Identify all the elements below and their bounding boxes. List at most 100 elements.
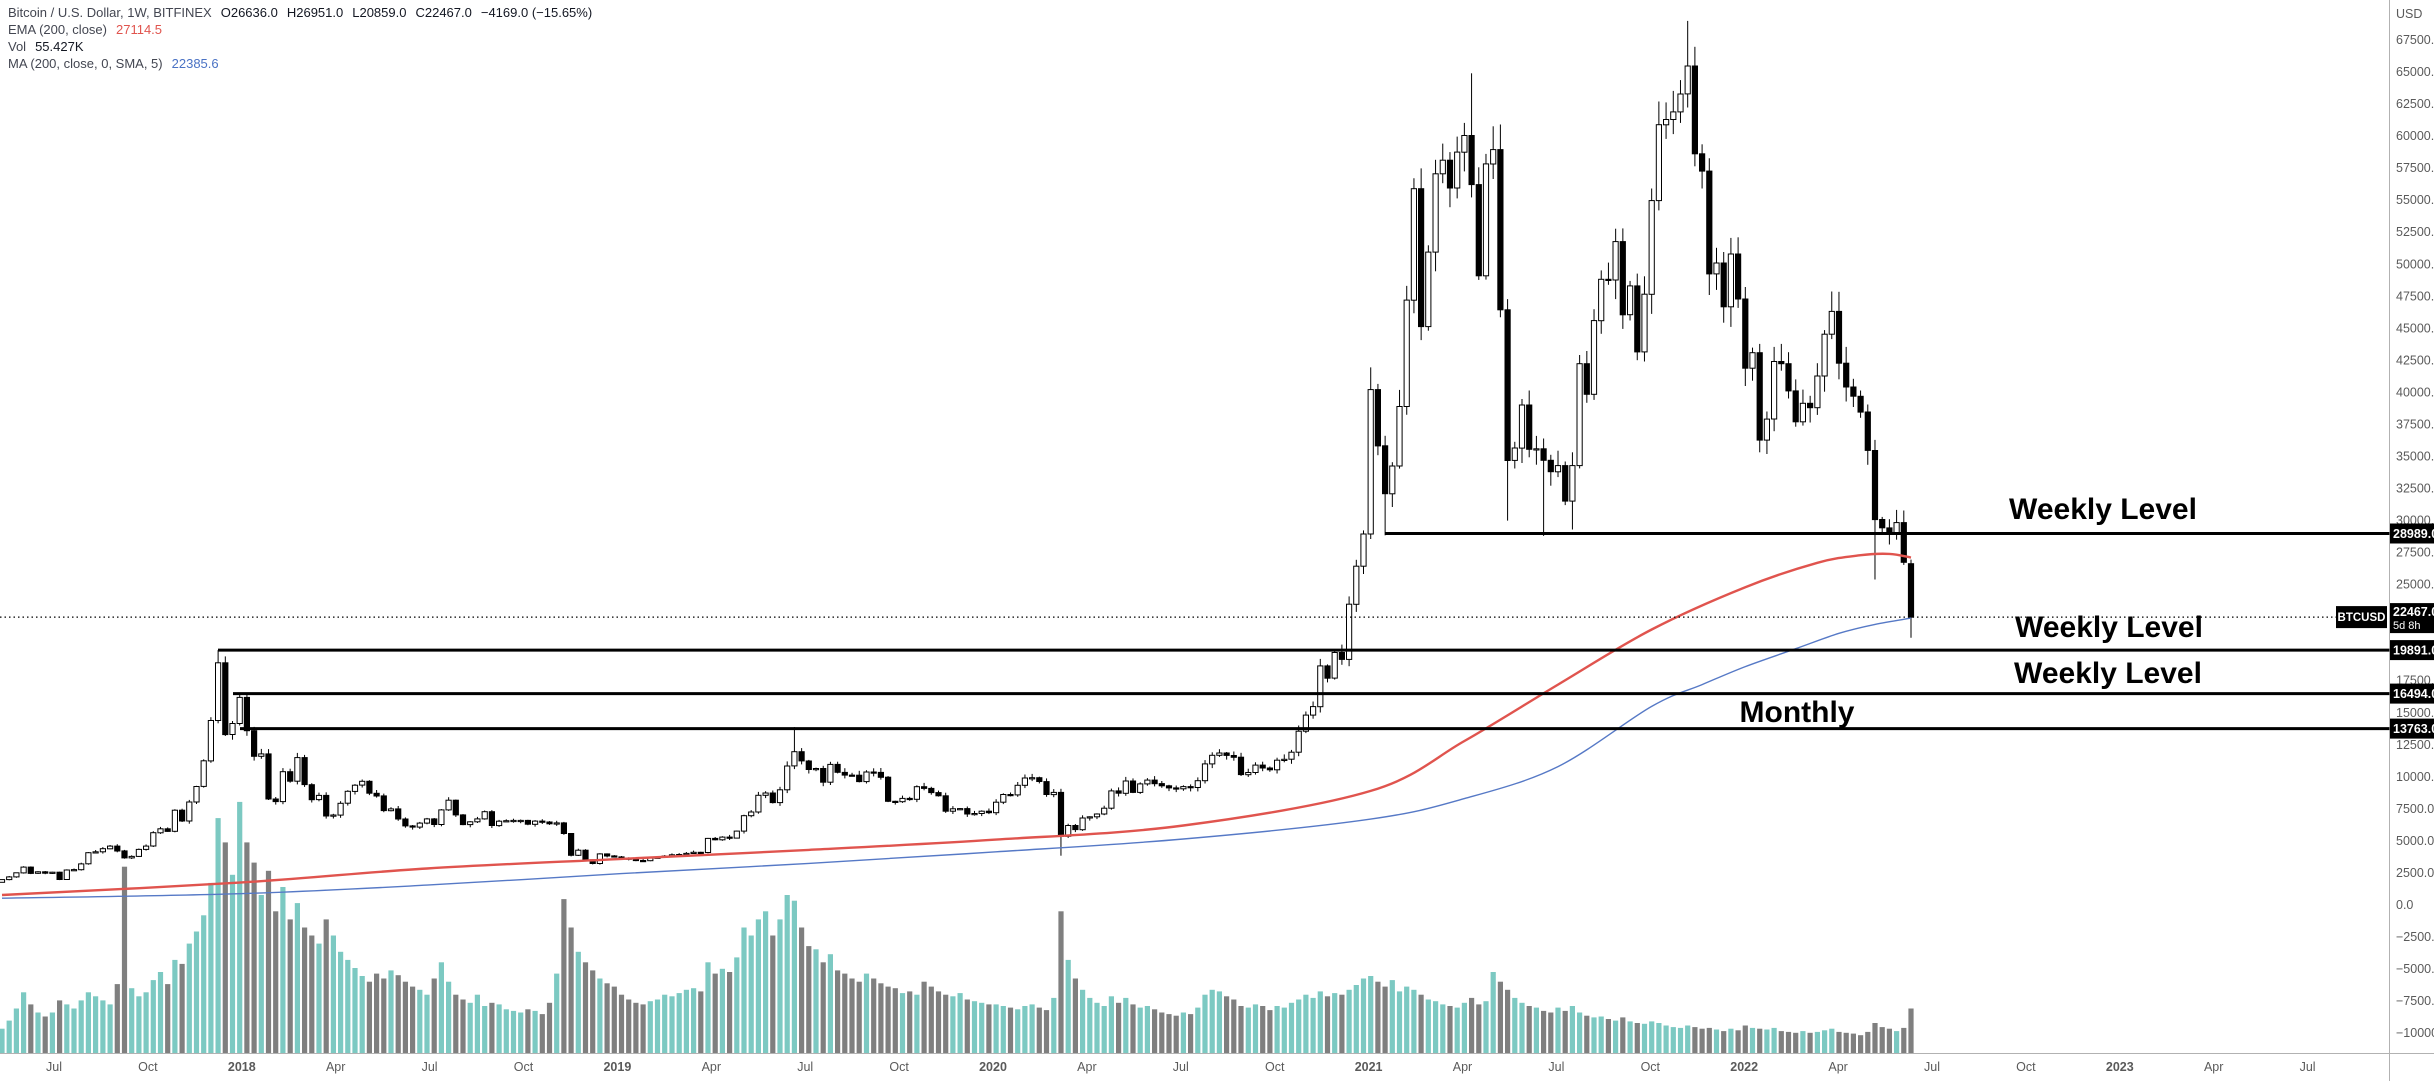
volume-bar <box>525 1009 531 1053</box>
volume-bar <box>1317 991 1323 1053</box>
candle <box>1605 262 1612 285</box>
volume-bar <box>467 1002 473 1053</box>
legend-volume-row[interactable]: Vol 55.427K <box>8 38 592 55</box>
candle <box>740 814 748 834</box>
volume-bar <box>691 988 697 1053</box>
candle <box>42 871 49 875</box>
annotation-text[interactable]: Weekly Level <box>2015 611 2203 644</box>
volume-bar <box>1526 1006 1532 1053</box>
candle <box>445 797 452 811</box>
price-tick: 60000.0 <box>2396 129 2434 143</box>
candle <box>921 782 928 791</box>
legend-ma-row[interactable]: MA (200, close, 0, SMA, 5) 22385.6 <box>8 55 592 72</box>
candle <box>315 792 323 802</box>
volume-bar <box>1872 1023 1878 1053</box>
volume-bar <box>698 991 704 1053</box>
candle <box>1310 701 1317 719</box>
volume-bar <box>1677 1027 1684 1053</box>
volume-bar <box>806 946 812 1053</box>
annotation-text[interactable]: Weekly Level <box>2014 657 2202 690</box>
time-tick: 2020 <box>979 1060 1007 1074</box>
candle <box>186 799 193 824</box>
candle <box>1057 788 1065 856</box>
time-tick: Apr <box>1077 1060 1096 1074</box>
legend-symbol-row[interactable]: Bitcoin / U.S. Dollar, 1W, BITFINEX O2663… <box>8 4 592 21</box>
volume-bar <box>1224 996 1230 1053</box>
volume-bar <box>1152 1009 1158 1053</box>
candle <box>1814 363 1821 415</box>
ema-value: 27114.5 <box>116 22 163 37</box>
volume-bar <box>1721 1031 1727 1053</box>
price-tick: 5000.0 <box>2396 834 2434 848</box>
volume-bar <box>1663 1025 1669 1053</box>
ema-200-line <box>1 552 1912 897</box>
volume-bar <box>129 988 135 1053</box>
volume-bar <box>1886 1028 1892 1053</box>
volume-bar <box>13 1008 19 1054</box>
candle <box>1144 778 1151 786</box>
vol-value: 55.427K <box>35 39 84 54</box>
volume-bar <box>1469 997 1475 1053</box>
candle <box>496 819 503 827</box>
volume-bar <box>1425 999 1431 1053</box>
annotation-text[interactable]: Weekly Level <box>2009 493 2197 526</box>
volume-pane <box>0 801 1914 1054</box>
volume-bar <box>554 973 560 1053</box>
candle <box>805 759 812 774</box>
volume-bar <box>78 1000 84 1054</box>
volume-bar <box>1483 1001 1489 1053</box>
price-tag-text: 19891.0 <box>2393 644 2434 658</box>
legend-ema-row[interactable]: EMA (200, close) 27114.5 <box>8 21 592 38</box>
volume-bar <box>1324 996 1331 1053</box>
volume-bar <box>943 994 949 1053</box>
candle <box>1410 178 1418 314</box>
volume-bar <box>1505 989 1511 1053</box>
candle <box>351 784 359 795</box>
volume-bar <box>1591 1017 1597 1053</box>
volume-bar <box>1476 1004 1482 1053</box>
candle <box>517 819 524 824</box>
volume-bar <box>1901 1027 1907 1053</box>
volume-bar <box>150 980 156 1053</box>
candle <box>1713 247 1720 290</box>
volume-bar <box>100 1000 106 1054</box>
volume-bar <box>1613 1020 1619 1053</box>
candle <box>560 821 567 835</box>
volume-bar <box>1519 1002 1525 1053</box>
volume-bar <box>1829 1028 1835 1053</box>
candle <box>1871 439 1879 580</box>
volume-bar <box>669 996 675 1053</box>
candle <box>1194 777 1201 792</box>
volume-bar <box>1692 1027 1698 1053</box>
time-tick: Apr <box>702 1060 721 1074</box>
price-axis[interactable]: USD 67500.0 65000.0 62500.0 60000.0 57500.0 55… <box>2396 7 2434 1040</box>
candle <box>387 807 395 812</box>
volume-bar <box>258 895 264 1053</box>
volume-bar <box>604 983 610 1053</box>
candle <box>135 848 143 857</box>
volume-bar <box>330 935 336 1053</box>
candle <box>1778 343 1785 371</box>
candle <box>366 780 373 796</box>
volume-bar <box>1072 978 1078 1053</box>
volume-bar <box>590 970 596 1053</box>
price-tag-level: 16494.0 <box>2390 683 2434 704</box>
ohlc-close: C22467.0 <box>415 5 472 20</box>
volume-bar <box>1382 986 1388 1053</box>
price-axis-unit: USD <box>2396 7 2422 21</box>
volume-bar <box>1627 1021 1633 1053</box>
volume-bar <box>143 992 149 1054</box>
candle <box>539 819 546 824</box>
price-tick: 10000.0 <box>2396 770 2434 784</box>
candle <box>1691 46 1699 167</box>
annotation-text[interactable]: Monthly <box>1740 696 1855 729</box>
time-axis[interactable]: Jul Oct 2018 Apr Jul Oct 2019 Apr Jul Oct 2020 Apr J… <box>46 1060 2316 1074</box>
volume-bar <box>1634 1023 1640 1053</box>
candle <box>1151 776 1158 787</box>
candle <box>1115 787 1122 797</box>
volume-bar <box>734 957 740 1053</box>
annotation-group: Weekly Level <box>2009 493 2197 526</box>
volume-bar <box>878 983 884 1053</box>
